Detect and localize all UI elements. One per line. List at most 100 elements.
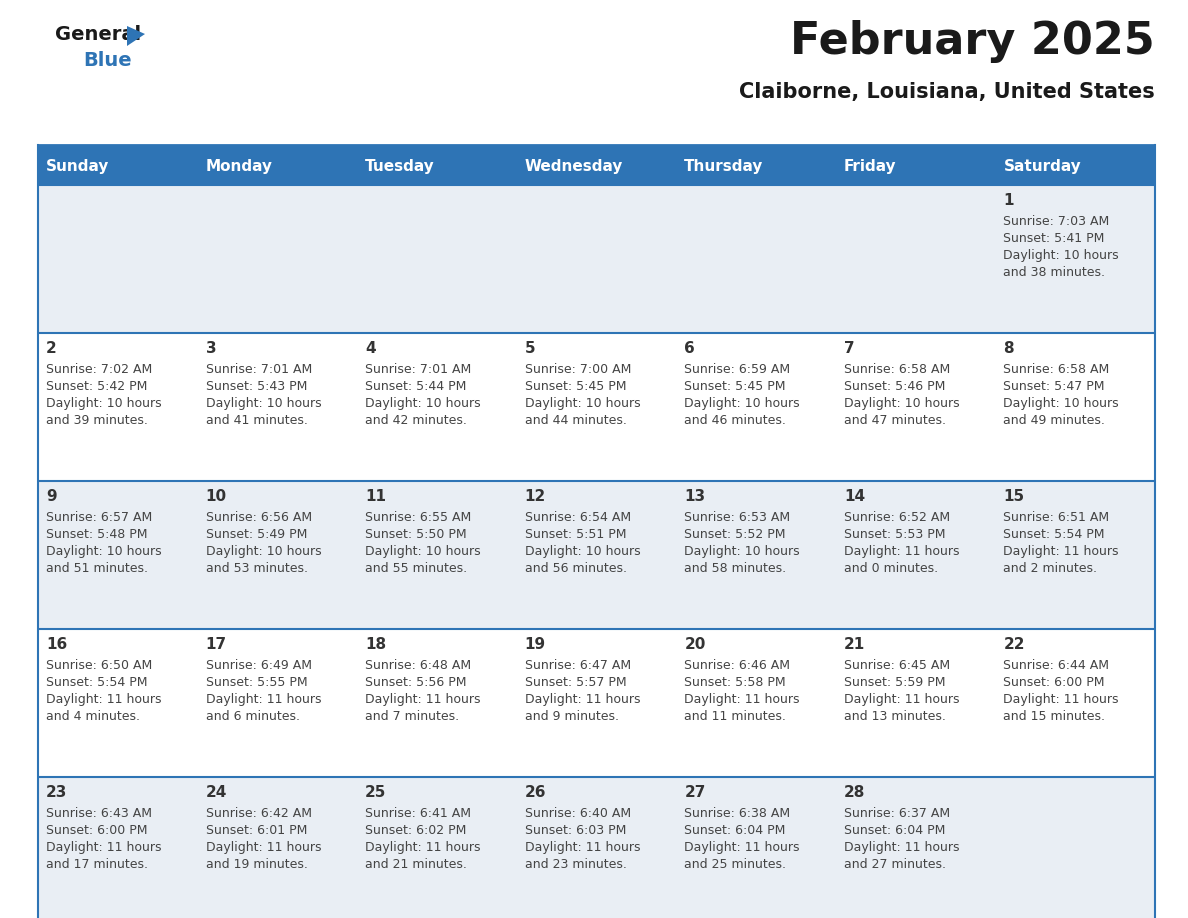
Bar	[38, 777, 1155, 918]
Text: Daylight: 11 hours: Daylight: 11 hours	[525, 841, 640, 854]
Text: Claiborne, Louisiana, United States: Claiborne, Louisiana, United States	[739, 82, 1155, 102]
Text: Sunset: 6:02 PM: Sunset: 6:02 PM	[365, 824, 467, 837]
Text: Sunrise: 6:57 AM: Sunrise: 6:57 AM	[46, 511, 152, 524]
Text: Sunrise: 6:52 AM: Sunrise: 6:52 AM	[843, 511, 950, 524]
Text: Sunset: 6:00 PM: Sunset: 6:00 PM	[46, 824, 147, 837]
Text: 22: 22	[1004, 637, 1025, 652]
Text: Daylight: 11 hours: Daylight: 11 hours	[843, 841, 960, 854]
Text: Daylight: 11 hours: Daylight: 11 hours	[365, 841, 481, 854]
Text: Sunrise: 7:02 AM: Sunrise: 7:02 AM	[46, 363, 152, 376]
Text: and 56 minutes.: and 56 minutes.	[525, 562, 627, 575]
Text: and 11 minutes.: and 11 minutes.	[684, 710, 786, 723]
Text: Daylight: 11 hours: Daylight: 11 hours	[46, 841, 162, 854]
Polygon shape	[127, 26, 145, 46]
Text: and 49 minutes.: and 49 minutes.	[1004, 414, 1105, 427]
Text: and 39 minutes.: and 39 minutes.	[46, 414, 147, 427]
Text: 9: 9	[46, 489, 57, 504]
Text: 2: 2	[46, 341, 57, 356]
Text: Sunrise: 6:50 AM: Sunrise: 6:50 AM	[46, 659, 152, 672]
Text: Daylight: 11 hours: Daylight: 11 hours	[206, 841, 321, 854]
Text: Daylight: 11 hours: Daylight: 11 hours	[365, 693, 481, 706]
Text: Daylight: 10 hours: Daylight: 10 hours	[46, 545, 162, 558]
Text: Sunset: 5:52 PM: Sunset: 5:52 PM	[684, 528, 785, 541]
Text: Daylight: 11 hours: Daylight: 11 hours	[1004, 693, 1119, 706]
Text: Sunrise: 7:03 AM: Sunrise: 7:03 AM	[1004, 215, 1110, 228]
Text: Daylight: 11 hours: Daylight: 11 hours	[525, 693, 640, 706]
Text: and 13 minutes.: and 13 minutes.	[843, 710, 946, 723]
Text: 18: 18	[365, 637, 386, 652]
Text: Sunset: 6:01 PM: Sunset: 6:01 PM	[206, 824, 307, 837]
Text: 24: 24	[206, 785, 227, 800]
Text: General: General	[55, 25, 141, 44]
Text: Wednesday: Wednesday	[525, 160, 623, 174]
Text: Sunset: 5:48 PM: Sunset: 5:48 PM	[46, 528, 147, 541]
Text: and 9 minutes.: and 9 minutes.	[525, 710, 619, 723]
Text: Daylight: 10 hours: Daylight: 10 hours	[46, 397, 162, 410]
Text: 25: 25	[365, 785, 386, 800]
Text: Sunset: 5:41 PM: Sunset: 5:41 PM	[1004, 232, 1105, 245]
Text: and 58 minutes.: and 58 minutes.	[684, 562, 786, 575]
Text: Daylight: 11 hours: Daylight: 11 hours	[684, 841, 800, 854]
Text: 13: 13	[684, 489, 706, 504]
Text: Sunset: 5:45 PM: Sunset: 5:45 PM	[525, 380, 626, 393]
Text: Daylight: 10 hours: Daylight: 10 hours	[1004, 397, 1119, 410]
Text: 3: 3	[206, 341, 216, 356]
Text: and 51 minutes.: and 51 minutes.	[46, 562, 148, 575]
Text: and 55 minutes.: and 55 minutes.	[365, 562, 467, 575]
Text: Sunrise: 6:38 AM: Sunrise: 6:38 AM	[684, 807, 790, 820]
Text: Daylight: 11 hours: Daylight: 11 hours	[843, 693, 960, 706]
Text: 10: 10	[206, 489, 227, 504]
Text: Daylight: 10 hours: Daylight: 10 hours	[843, 397, 960, 410]
Text: Tuesday: Tuesday	[365, 160, 435, 174]
Text: Sunrise: 6:47 AM: Sunrise: 6:47 AM	[525, 659, 631, 672]
Text: Sunset: 5:44 PM: Sunset: 5:44 PM	[365, 380, 467, 393]
Text: and 0 minutes.: and 0 minutes.	[843, 562, 939, 575]
Text: Sunrise: 6:58 AM: Sunrise: 6:58 AM	[843, 363, 950, 376]
Text: Sunrise: 6:46 AM: Sunrise: 6:46 AM	[684, 659, 790, 672]
Text: Sunrise: 6:43 AM: Sunrise: 6:43 AM	[46, 807, 152, 820]
Text: 12: 12	[525, 489, 546, 504]
Text: Sunset: 5:45 PM: Sunset: 5:45 PM	[684, 380, 785, 393]
Text: Sunrise: 7:01 AM: Sunrise: 7:01 AM	[365, 363, 472, 376]
Text: Daylight: 11 hours: Daylight: 11 hours	[1004, 545, 1119, 558]
Text: Daylight: 11 hours: Daylight: 11 hours	[206, 693, 321, 706]
Text: 6: 6	[684, 341, 695, 356]
Text: Sunset: 5:56 PM: Sunset: 5:56 PM	[365, 676, 467, 689]
Text: and 21 minutes.: and 21 minutes.	[365, 858, 467, 871]
Text: and 6 minutes.: and 6 minutes.	[206, 710, 299, 723]
Text: Sunrise: 6:55 AM: Sunrise: 6:55 AM	[365, 511, 472, 524]
Text: 19: 19	[525, 637, 545, 652]
Text: Sunday: Sunday	[46, 160, 109, 174]
Text: Daylight: 11 hours: Daylight: 11 hours	[46, 693, 162, 706]
Text: and 27 minutes.: and 27 minutes.	[843, 858, 946, 871]
Text: Daylight: 10 hours: Daylight: 10 hours	[365, 397, 481, 410]
Text: 11: 11	[365, 489, 386, 504]
Text: and 17 minutes.: and 17 minutes.	[46, 858, 148, 871]
Text: Sunset: 6:00 PM: Sunset: 6:00 PM	[1004, 676, 1105, 689]
Text: Sunset: 6:04 PM: Sunset: 6:04 PM	[843, 824, 946, 837]
Text: and 41 minutes.: and 41 minutes.	[206, 414, 308, 427]
Text: Sunrise: 6:56 AM: Sunrise: 6:56 AM	[206, 511, 311, 524]
Text: 23: 23	[46, 785, 68, 800]
Text: and 19 minutes.: and 19 minutes.	[206, 858, 308, 871]
Text: Sunrise: 6:59 AM: Sunrise: 6:59 AM	[684, 363, 790, 376]
Text: Sunrise: 6:48 AM: Sunrise: 6:48 AM	[365, 659, 472, 672]
Text: 4: 4	[365, 341, 375, 356]
Text: Sunset: 5:55 PM: Sunset: 5:55 PM	[206, 676, 308, 689]
Text: Friday: Friday	[843, 160, 897, 174]
Text: 15: 15	[1004, 489, 1024, 504]
Text: Daylight: 10 hours: Daylight: 10 hours	[684, 545, 800, 558]
Text: Daylight: 10 hours: Daylight: 10 hours	[525, 545, 640, 558]
Text: and 23 minutes.: and 23 minutes.	[525, 858, 626, 871]
Text: Sunset: 5:57 PM: Sunset: 5:57 PM	[525, 676, 626, 689]
Text: 28: 28	[843, 785, 865, 800]
Text: 20: 20	[684, 637, 706, 652]
Text: and 47 minutes.: and 47 minutes.	[843, 414, 946, 427]
Text: and 4 minutes.: and 4 minutes.	[46, 710, 140, 723]
Text: 17: 17	[206, 637, 227, 652]
Text: Sunrise: 6:58 AM: Sunrise: 6:58 AM	[1004, 363, 1110, 376]
Text: Daylight: 10 hours: Daylight: 10 hours	[525, 397, 640, 410]
Text: Daylight: 10 hours: Daylight: 10 hours	[1004, 249, 1119, 262]
Text: 1: 1	[1004, 193, 1013, 208]
Text: and 38 minutes.: and 38 minutes.	[1004, 266, 1105, 279]
